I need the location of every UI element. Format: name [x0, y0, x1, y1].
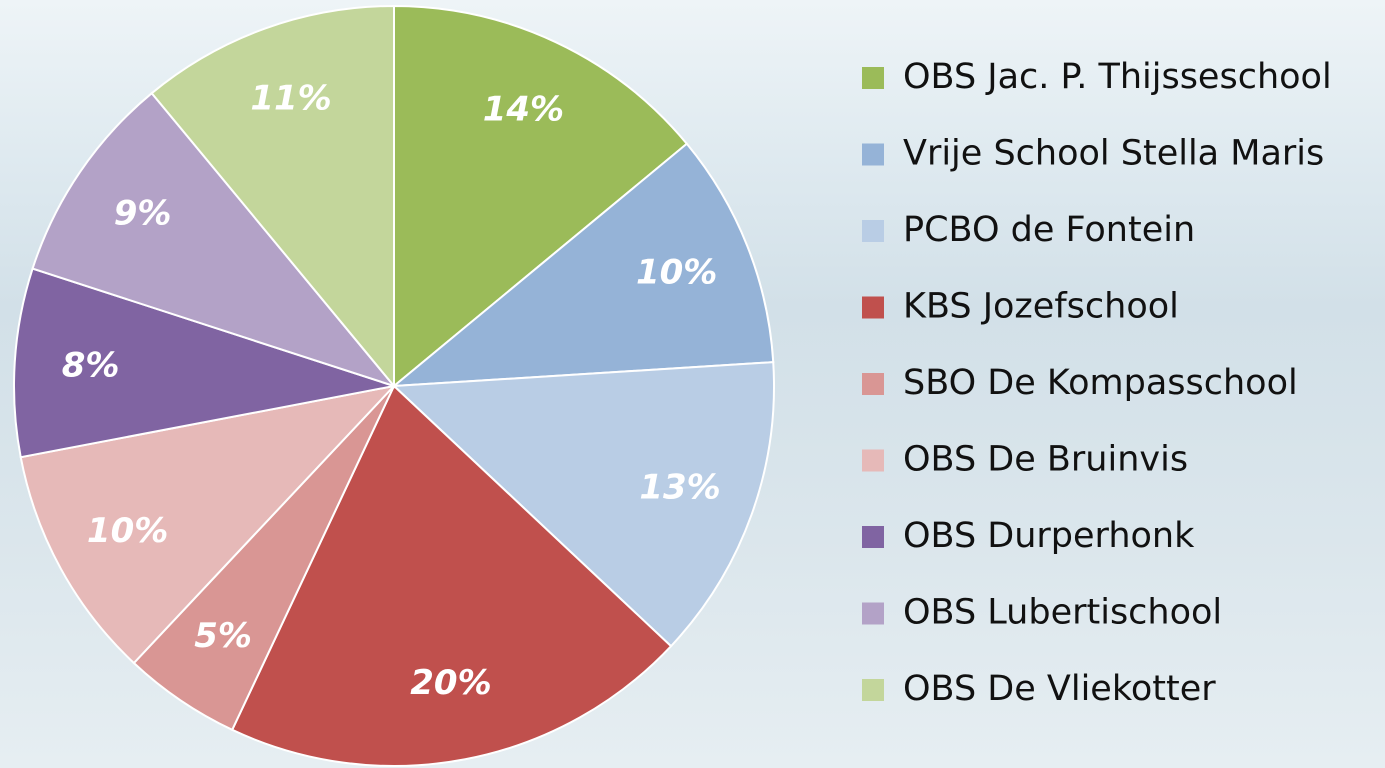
legend-swatch: [862, 679, 884, 701]
legend-swatch: [862, 296, 884, 319]
data-label: 10%: [636, 253, 717, 293]
pie-slice: [393, 4, 689, 389]
pie-slice: [31, 91, 397, 389]
legend-swatch: [862, 143, 884, 166]
data-label: 20%: [410, 663, 491, 703]
legend-label: OBS Durperhonk: [903, 516, 1195, 556]
legend-swatch: [862, 67, 884, 89]
legend-swatch: [862, 602, 884, 625]
data-label: 11%: [250, 78, 331, 118]
legend-label: KBS Jozefschool: [903, 287, 1179, 327]
legend-label: OBS De Bruinvis: [903, 440, 1188, 480]
pie-slice: [390, 142, 775, 388]
legend-label: OBS De Vliekotter: [903, 669, 1216, 709]
pie-slice: [150, 4, 395, 389]
legend-swatch: [862, 220, 884, 242]
legend-swatch: [862, 449, 884, 472]
legend-swatch: [862, 373, 884, 395]
legend-label: OBS Lubertischool: [903, 593, 1222, 633]
legend-label: Vrije School Stella Maris: [903, 134, 1324, 174]
data-label: 14%: [483, 89, 564, 129]
pie-slice: [230, 384, 673, 767]
data-label: 8%: [62, 345, 120, 385]
pie-slice: [19, 384, 397, 665]
legend-label: PCBO de Fontein: [903, 210, 1195, 250]
data-label: 9%: [114, 194, 172, 234]
legend-swatch: [862, 526, 884, 548]
data-label: 10%: [87, 511, 168, 551]
data-label: 5%: [194, 616, 252, 656]
legend-label: SBO De Kompasschool: [903, 363, 1298, 403]
pie-slice: [391, 361, 775, 648]
pie-slice: [13, 267, 395, 459]
legend-label: OBS Jac. P. Thijsseschool: [903, 57, 1332, 97]
data-label: 13%: [639, 467, 720, 507]
